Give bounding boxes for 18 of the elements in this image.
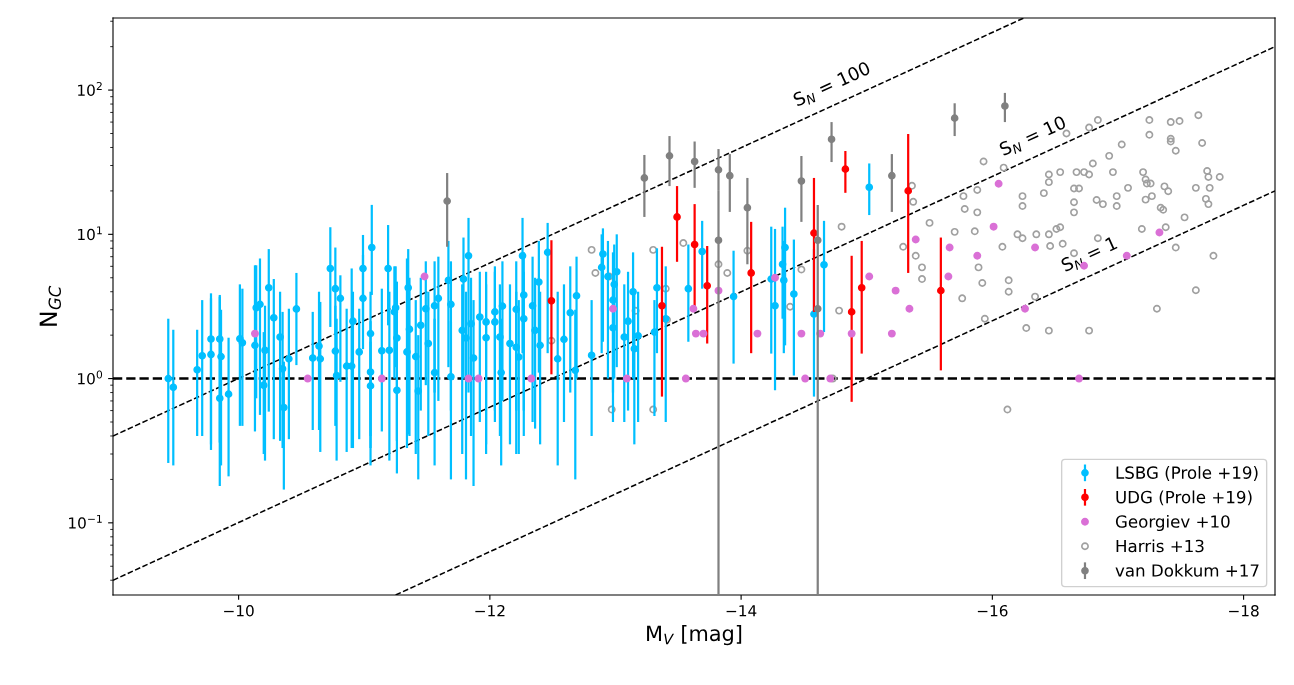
x-tick-label: −12 (475, 604, 505, 617)
x-tick-label: −16 (977, 604, 1008, 617)
text: S$_{N}$ = 100 (792, 60, 873, 110)
y-tick-label: 10$^{1}$ (78, 226, 102, 241)
legend-label: Harris +13 (1116, 539, 1204, 553)
text: S$_{N}$ = 10 (998, 115, 1068, 159)
x-axis-title: M$_{V}$ [mag] (647, 625, 742, 646)
y-tick-label: 10$^{0}$ (78, 370, 103, 385)
legend-label: LSBG (Prole +19) (1116, 466, 1258, 481)
y-tick-label: 10$^{−1}$ (69, 514, 102, 529)
legend-label: van Dokkum +17 (1115, 563, 1259, 577)
x-tick-label: −18 (1229, 604, 1259, 617)
legend-label: Georgiev +10 (1115, 514, 1230, 532)
x-tick-label: −14 (726, 605, 757, 617)
legend-label: UDG (Prole +19) (1116, 490, 1252, 506)
y-tick-label: 10$^{2}$ (78, 81, 102, 96)
x-tick-label: −10 (224, 604, 254, 617)
y-axis-title: N$_{GC}$ (39, 285, 61, 326)
